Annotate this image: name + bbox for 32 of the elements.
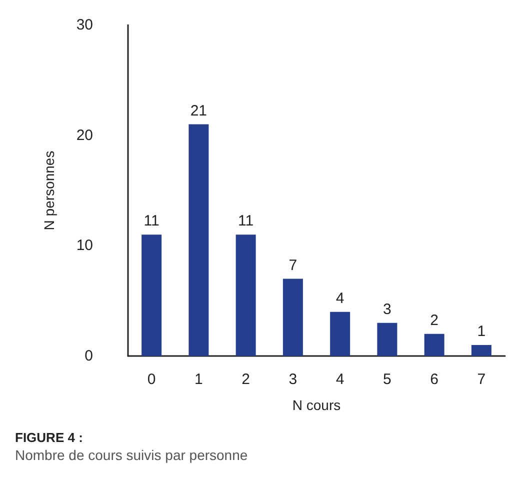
bar <box>236 234 256 356</box>
x-tick-label: 7 <box>477 371 486 388</box>
x-tick-label: 3 <box>288 371 298 388</box>
y-tick-label: 10 <box>76 237 93 254</box>
bar <box>471 344 492 356</box>
x-axis-title: N cours <box>292 397 341 413</box>
data-label: 4 <box>336 290 344 307</box>
text: FIGURE 4 : <box>15 430 83 445</box>
x-tick-label: 4 <box>336 371 344 388</box>
data-label: 7 <box>288 256 298 274</box>
y-tick-label: 20 <box>76 126 93 144</box>
bar <box>142 234 162 356</box>
data-label: 1 <box>477 322 486 340</box>
bar <box>330 312 350 356</box>
x-tick-label: 0 <box>147 371 156 388</box>
bar <box>424 334 444 356</box>
data-label: 21 <box>190 102 208 120</box>
bar <box>377 322 398 356</box>
y-axis-title: N personnes <box>41 150 57 230</box>
x-tick-label: 5 <box>383 371 392 388</box>
data-label: 2 <box>430 312 438 329</box>
x-tick-label: 6 <box>430 371 438 388</box>
bar <box>188 124 209 356</box>
y-tick-label: 0 <box>84 348 93 364</box>
text: Nombre de cours suivis par personne <box>15 447 248 463</box>
x-tick-label: 2 <box>242 371 250 388</box>
data-label: 11 <box>238 212 254 230</box>
y-tick-label: 30 <box>76 16 93 34</box>
data-label: 11 <box>144 212 160 230</box>
x-tick-label: 1 <box>194 371 203 388</box>
data-label: 3 <box>383 300 392 318</box>
bar <box>282 278 303 356</box>
